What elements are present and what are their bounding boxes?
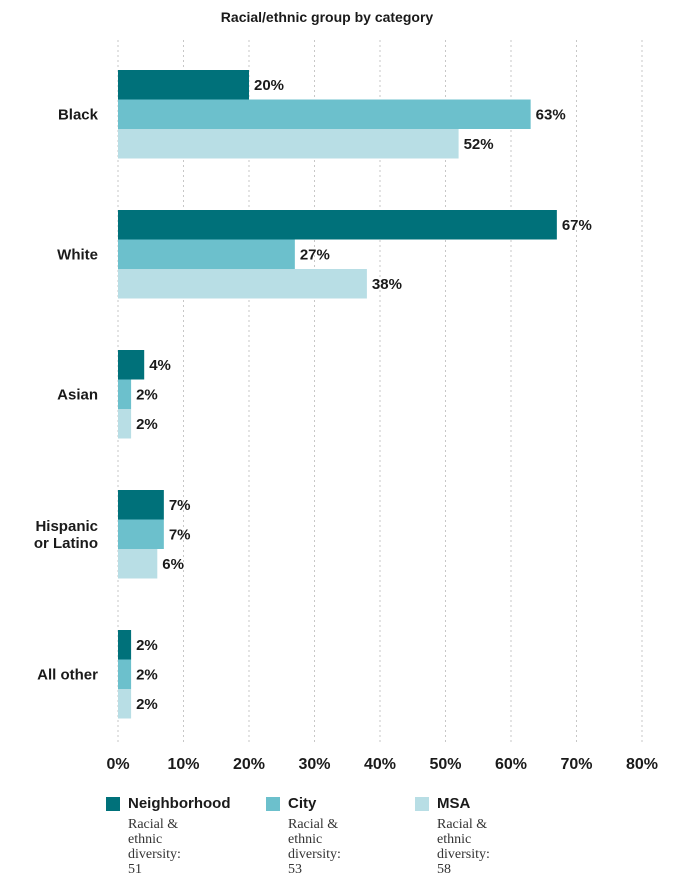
legend-subtext-line: diversity: 53 bbox=[288, 847, 341, 877]
data-label-neighborhood-all-other: 2% bbox=[136, 637, 158, 654]
bar-city-white bbox=[118, 239, 295, 269]
category-label-black: Black bbox=[58, 106, 99, 123]
bar-msa-asian bbox=[118, 409, 132, 439]
x-tick-label-20: 20% bbox=[233, 756, 265, 773]
data-label-city-white: 27% bbox=[300, 246, 330, 263]
bar-neighborhood-asian bbox=[118, 350, 145, 380]
bar-city-black bbox=[118, 99, 531, 129]
category-label-line: Asian bbox=[57, 386, 98, 403]
data-label-neighborhood-black: 20% bbox=[254, 77, 284, 94]
legend-swatch-city bbox=[266, 797, 280, 811]
bar-city-asian bbox=[118, 379, 132, 409]
legend-subtext-line: Racial & ethnic bbox=[437, 817, 488, 847]
category-label-hispanic-or-latino: Hispanic or Latino bbox=[34, 518, 98, 552]
category-label-line: or Latino bbox=[34, 535, 98, 552]
legend-swatch-msa bbox=[415, 797, 429, 811]
bar-group-asian: 4% 2% 2% bbox=[118, 350, 171, 439]
x-tick-label-10: 10% bbox=[167, 756, 199, 773]
category-label-line: Hispanic bbox=[35, 518, 98, 535]
x-tick-label-40: 40% bbox=[364, 756, 396, 773]
category-label-asian: Asian bbox=[57, 386, 98, 403]
bar-group-white: 67% 27% 38% bbox=[118, 210, 592, 299]
data-label-city-all-other: 2% bbox=[136, 666, 158, 683]
legend: Neighborhood Racial & ethnic diversity: … bbox=[0, 795, 678, 877]
category-label-line: White bbox=[57, 246, 98, 263]
bar-chart: Racial/ethnic group by category 20% 63% 52… bbox=[34, 9, 658, 773]
bar-neighborhood-hispanic-or-latino bbox=[118, 490, 164, 520]
legend-subtext-line: diversity: 58 bbox=[437, 847, 490, 877]
x-axis-tick-labels: 0% 10% 20% 30% 40% 50% 60% 70% 80% bbox=[106, 756, 658, 773]
bar-group-hispanic-or-latino: 7% 7% 6% bbox=[118, 490, 191, 579]
data-label-city-hispanic-or-latino: 7% bbox=[169, 526, 191, 543]
category-labels: Black White Asian Hispanic or Latino All othe… bbox=[34, 106, 99, 683]
legend-label-city: City bbox=[288, 795, 317, 812]
bar-neighborhood-all-other bbox=[118, 630, 132, 660]
bar-msa-all-other bbox=[118, 689, 132, 719]
bar-neighborhood-white bbox=[118, 210, 557, 240]
legend-subtext-line: Racial & ethnic bbox=[128, 817, 179, 847]
legend-label-neighborhood: Neighborhood bbox=[128, 795, 231, 812]
x-tick-label-30: 30% bbox=[298, 756, 330, 773]
legend-subtext-line: Racial & ethnic bbox=[288, 817, 339, 847]
x-tick-label-80: 80% bbox=[626, 756, 658, 773]
x-tick-label-60: 60% bbox=[495, 756, 527, 773]
bar-neighborhood-black bbox=[118, 70, 249, 100]
data-label-neighborhood-hispanic-or-latino: 7% bbox=[169, 497, 191, 514]
data-label-msa-all-other: 2% bbox=[136, 696, 158, 713]
data-label-city-asian: 2% bbox=[136, 386, 158, 403]
legend-subtext-neighborhood: Racial & ethnic diversity: 51 bbox=[128, 817, 181, 877]
x-tick-label-70: 70% bbox=[560, 756, 592, 773]
category-label-white: White bbox=[57, 246, 98, 263]
data-label-msa-black: 52% bbox=[464, 136, 494, 153]
legend-subtext-msa: Racial & ethnic diversity: 58 bbox=[437, 817, 490, 877]
x-tick-label-0: 0% bbox=[106, 756, 129, 773]
category-label-line: All other bbox=[37, 666, 98, 683]
bar-group-black: 20% 63% 52% bbox=[118, 70, 566, 159]
legend-label-msa: MSA bbox=[437, 795, 471, 812]
bar-msa-hispanic-or-latino bbox=[118, 549, 158, 579]
category-label-line: Black bbox=[58, 106, 99, 123]
legend-subtext-line: diversity: 51 bbox=[128, 847, 181, 877]
data-label-city-black: 63% bbox=[536, 106, 566, 123]
bar-city-all-other bbox=[118, 659, 132, 689]
legend-subtext-city: Racial & ethnic diversity: 53 bbox=[288, 817, 341, 877]
data-label-msa-white: 38% bbox=[372, 276, 402, 293]
bar-group-all-other: 2% 2% 2% bbox=[118, 630, 158, 719]
legend-swatch-neighborhood bbox=[106, 797, 120, 811]
data-label-msa-hispanic-or-latino: 6% bbox=[162, 556, 184, 573]
x-tick-label-50: 50% bbox=[429, 756, 461, 773]
bar-msa-white bbox=[118, 269, 367, 299]
data-label-msa-asian: 2% bbox=[136, 416, 158, 433]
data-label-neighborhood-asian: 4% bbox=[149, 357, 171, 374]
bars: 20% 63% 52% 67% 27% 38% 4% 2% 2% 7% 7% 6% 2% 2% 2% bbox=[118, 70, 592, 719]
category-label-all-other: All other bbox=[37, 666, 98, 683]
data-label-neighborhood-white: 67% bbox=[562, 217, 592, 234]
bar-city-hispanic-or-latino bbox=[118, 519, 164, 549]
bar-msa-black bbox=[118, 129, 459, 159]
chart-title: Racial/ethnic group by category bbox=[221, 9, 434, 25]
